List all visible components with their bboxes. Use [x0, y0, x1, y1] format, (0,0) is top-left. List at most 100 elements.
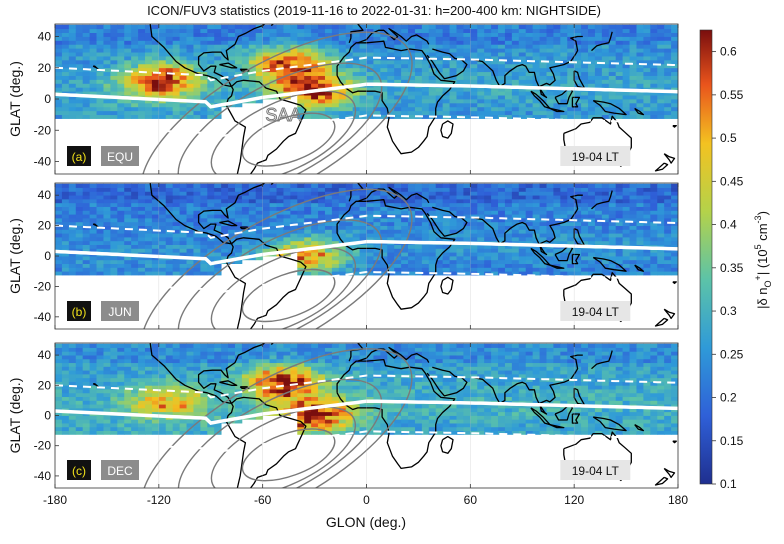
heatmap-cell	[643, 217, 651, 223]
coastline	[357, 186, 430, 204]
heatmap-cell	[82, 244, 91, 249]
heatmap-cell	[504, 271, 513, 276]
heatmap-cell	[498, 210, 506, 215]
heatmap-cell	[124, 40, 132, 45]
heatmap-cell	[61, 110, 70, 116]
heatmap-cell	[574, 56, 582, 61]
heatmap-cell	[82, 407, 91, 413]
heatmap-cell	[131, 430, 139, 435]
heatmap-cell	[463, 430, 471, 435]
heatmap-cell	[68, 407, 77, 413]
heatmap-cell	[435, 252, 444, 257]
heatmap-cell	[117, 106, 125, 112]
heatmap-cell	[373, 106, 381, 112]
heatmap-cell	[574, 187, 582, 192]
heatmap-cell	[331, 48, 340, 53]
heatmap-cell	[311, 36, 319, 41]
heatmap-cell	[366, 415, 374, 420]
heatmap-cell	[172, 24, 180, 30]
heatmap-cell	[103, 430, 111, 435]
heatmap-cell	[89, 191, 97, 196]
heatmap-cell	[671, 271, 678, 276]
heatmap-cell	[68, 423, 77, 428]
heatmap-cell	[643, 52, 651, 57]
heatmap-cell	[567, 415, 575, 420]
heatmap-cell	[75, 67, 84, 73]
heatmap-cell	[110, 198, 118, 204]
heatmap-cell	[442, 404, 450, 409]
heatmap-cell	[55, 48, 63, 53]
heatmap-cell	[151, 79, 160, 84]
heatmap-cell	[387, 244, 395, 249]
heatmap-cell	[664, 71, 672, 76]
heatmap-cell	[408, 36, 416, 41]
heatmap-cell	[435, 426, 444, 432]
coastline	[663, 153, 676, 164]
heatmap-cell	[518, 252, 527, 257]
heatmap-cell	[82, 99, 91, 104]
heatmap-cell	[110, 106, 118, 112]
heatmap-cell	[629, 271, 637, 276]
heatmap-cell	[311, 187, 319, 192]
heatmap-cell	[408, 183, 416, 188]
heatmap-cell	[89, 32, 97, 37]
heatmap-cell	[241, 191, 250, 196]
heatmap-cell	[186, 233, 194, 238]
heatmap-cell	[636, 198, 644, 204]
heatmap-cell	[221, 256, 229, 261]
heatmap-cell	[657, 426, 665, 432]
heatmap-cell	[491, 63, 499, 69]
heatmap-cell	[629, 63, 637, 69]
y-tick-label: -20	[34, 123, 52, 137]
heatmap-cell	[491, 56, 499, 61]
heatmap-cell	[588, 56, 596, 61]
heatmap-cell	[435, 91, 444, 96]
heatmap-cell	[588, 430, 596, 435]
heatmap-cell	[408, 187, 416, 192]
heatmap-cell	[304, 214, 312, 219]
heatmap-cell	[442, 426, 450, 432]
heatmap-cell	[491, 271, 499, 276]
heatmap-cell	[421, 214, 430, 219]
heatmap-cell	[421, 106, 430, 112]
heatmap-cell	[248, 221, 257, 226]
heatmap-cell	[532, 59, 540, 65]
heatmap-cell	[103, 71, 111, 76]
heatmap-cell	[221, 225, 229, 230]
heatmap-cell	[200, 240, 208, 245]
heatmap-cell	[207, 40, 215, 45]
heatmap-cell	[318, 419, 326, 424]
heatmap-cell	[567, 240, 575, 245]
heatmap-cell	[574, 423, 582, 428]
heatmap-cell	[138, 87, 146, 92]
heatmap-cell	[179, 106, 187, 112]
heatmap-cell	[234, 229, 243, 234]
heatmap-cell	[414, 407, 423, 413]
heatmap-cell	[525, 267, 534, 272]
heatmap-cell	[248, 28, 257, 33]
heatmap-cell	[311, 44, 319, 49]
heatmap-cell	[470, 217, 478, 223]
heatmap-cell	[82, 36, 91, 41]
heatmap-cell	[324, 183, 333, 188]
heatmap-cell	[435, 248, 444, 253]
heatmap-cell	[55, 183, 63, 188]
heatmap-cell	[671, 75, 678, 80]
heatmap-cell	[283, 79, 291, 84]
heatmap-cell	[144, 71, 153, 76]
heatmap-cell	[435, 198, 444, 204]
heatmap-cell	[518, 56, 527, 61]
heatmap-cell	[408, 71, 416, 76]
heatmap-cell	[414, 263, 423, 268]
heatmap-cell	[359, 195, 367, 200]
heatmap-cell	[103, 106, 111, 112]
heatmap-cell	[110, 244, 118, 249]
heatmap-cell	[525, 114, 534, 119]
heatmap-cell	[470, 95, 478, 100]
heatmap-cell	[55, 110, 63, 116]
heatmap-cell	[297, 221, 305, 226]
heatmap-cell	[82, 271, 91, 276]
heatmap-cell	[207, 44, 215, 49]
heatmap-cell	[553, 187, 561, 192]
heatmap-cell	[172, 411, 180, 416]
